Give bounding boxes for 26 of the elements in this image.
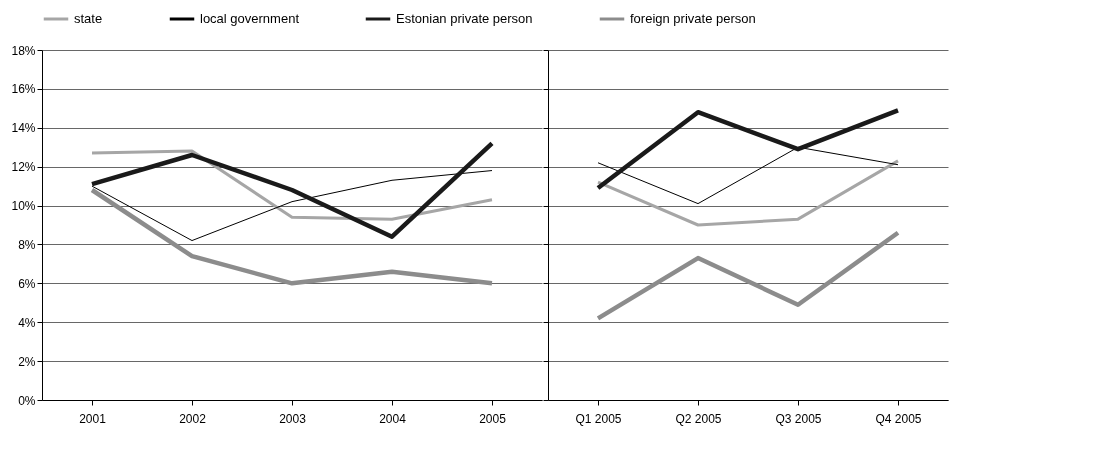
- y-tick-label: 12%: [11, 160, 36, 175]
- line-series: [90, 149, 494, 221]
- y-tick-label: 8%: [18, 237, 36, 252]
- x-tick-label: Q1 2005: [575, 411, 622, 426]
- y-tick-label: 6%: [18, 276, 36, 291]
- legend-label: local government: [200, 11, 300, 26]
- x-tick-label: Q3 2005: [775, 411, 822, 426]
- x-tick-label: Q2 2005: [675, 411, 722, 426]
- y-tick-label: 14%: [11, 121, 36, 136]
- x-tick-label: 2003: [279, 411, 307, 426]
- y-tick-label: 18%: [11, 43, 36, 58]
- y-tick-label: 10%: [11, 199, 36, 214]
- x-tick-label: 2005: [479, 411, 507, 426]
- x-tick-label: 2004: [379, 411, 407, 426]
- legend-label: foreign private person: [630, 11, 756, 26]
- legend-label: Estonian private person: [396, 11, 533, 26]
- line-series: [89, 187, 495, 286]
- y-tick-label: 0%: [18, 393, 36, 408]
- legend-label: state: [74, 11, 103, 26]
- x-tick-label: Q4 2005: [875, 411, 922, 426]
- y-tick-label: 16%: [11, 82, 36, 97]
- x-tick-label: 2002: [179, 411, 207, 426]
- y-tick-label: 4%: [18, 315, 36, 330]
- y-tick-label: 2%: [18, 354, 36, 369]
- x-tick-label: 2001: [79, 411, 107, 426]
- line-series: [89, 141, 495, 239]
